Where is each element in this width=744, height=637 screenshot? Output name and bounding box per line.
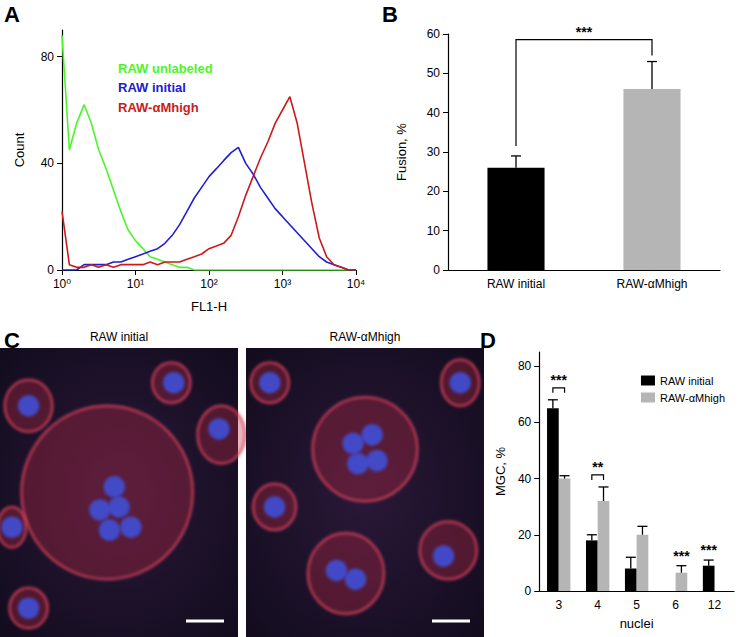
html-text:RAW initial: RAW initial [89,330,149,344]
svg-text:20: 20 [518,528,532,542]
svg-text:RAW initial: RAW initial [660,375,713,387]
html-text:A: A [4,2,20,27]
svg-text:50: 50 [427,66,441,80]
html-text:RAW-αMhigh: RAW-αMhigh [329,330,401,344]
svg-text:6: 6 [672,598,679,612]
svg-text:RAW unlabeled: RAW unlabeled [118,61,213,76]
svg-text:10: 10 [427,224,441,238]
html-text:B: B [382,2,398,27]
svg-text:30: 30 [427,145,441,159]
svg-text:40: 40 [427,106,441,120]
svg-text:10³: 10³ [274,277,291,291]
svg-text:10⁴: 10⁴ [347,277,366,291]
svg-text:40: 40 [41,156,55,170]
svg-text:***: *** [673,548,690,564]
svg-text:40: 40 [518,472,532,486]
svg-text:0: 0 [433,263,440,277]
svg-text:3: 3 [555,598,562,612]
svg-text:20: 20 [427,184,441,198]
svg-text:80: 80 [41,50,55,64]
svg-text:RAW initial: RAW initial [118,80,186,95]
svg-text:80: 80 [518,359,532,373]
svg-text:***: *** [551,372,568,388]
svg-text:10²: 10² [200,277,217,291]
svg-text:RAW-αMhigh: RAW-αMhigh [118,100,199,115]
svg-text:12: 12 [708,598,722,612]
svg-text:RAW-αMhigh: RAW-αMhigh [660,392,725,404]
svg-text:0: 0 [47,263,54,277]
svg-text:10⁰: 10⁰ [53,277,71,291]
svg-text:***: *** [701,542,718,558]
svg-text:**: ** [592,459,603,475]
svg-text:RAW-αMhigh: RAW-αMhigh [617,277,688,291]
svg-text:nuclei: nuclei [620,616,654,631]
svg-text:***: *** [576,24,593,40]
svg-text:0: 0 [525,584,532,598]
svg-text:60: 60 [518,415,532,429]
svg-text:60: 60 [427,27,441,41]
html-text:C: C [4,328,20,353]
svg-text:5: 5 [633,598,640,612]
svg-text:10¹: 10¹ [127,277,144,291]
svg-text:4: 4 [594,598,601,612]
svg-text:Count: Count [12,132,27,167]
svg-text:MGC, %: MGC, % [493,447,508,497]
html-text:D: D [480,328,496,353]
svg-text:RAW initial: RAW initial [487,277,545,291]
svg-text:FL1-H: FL1-H [191,299,227,314]
svg-text:Fusion, %: Fusion, % [394,123,409,181]
